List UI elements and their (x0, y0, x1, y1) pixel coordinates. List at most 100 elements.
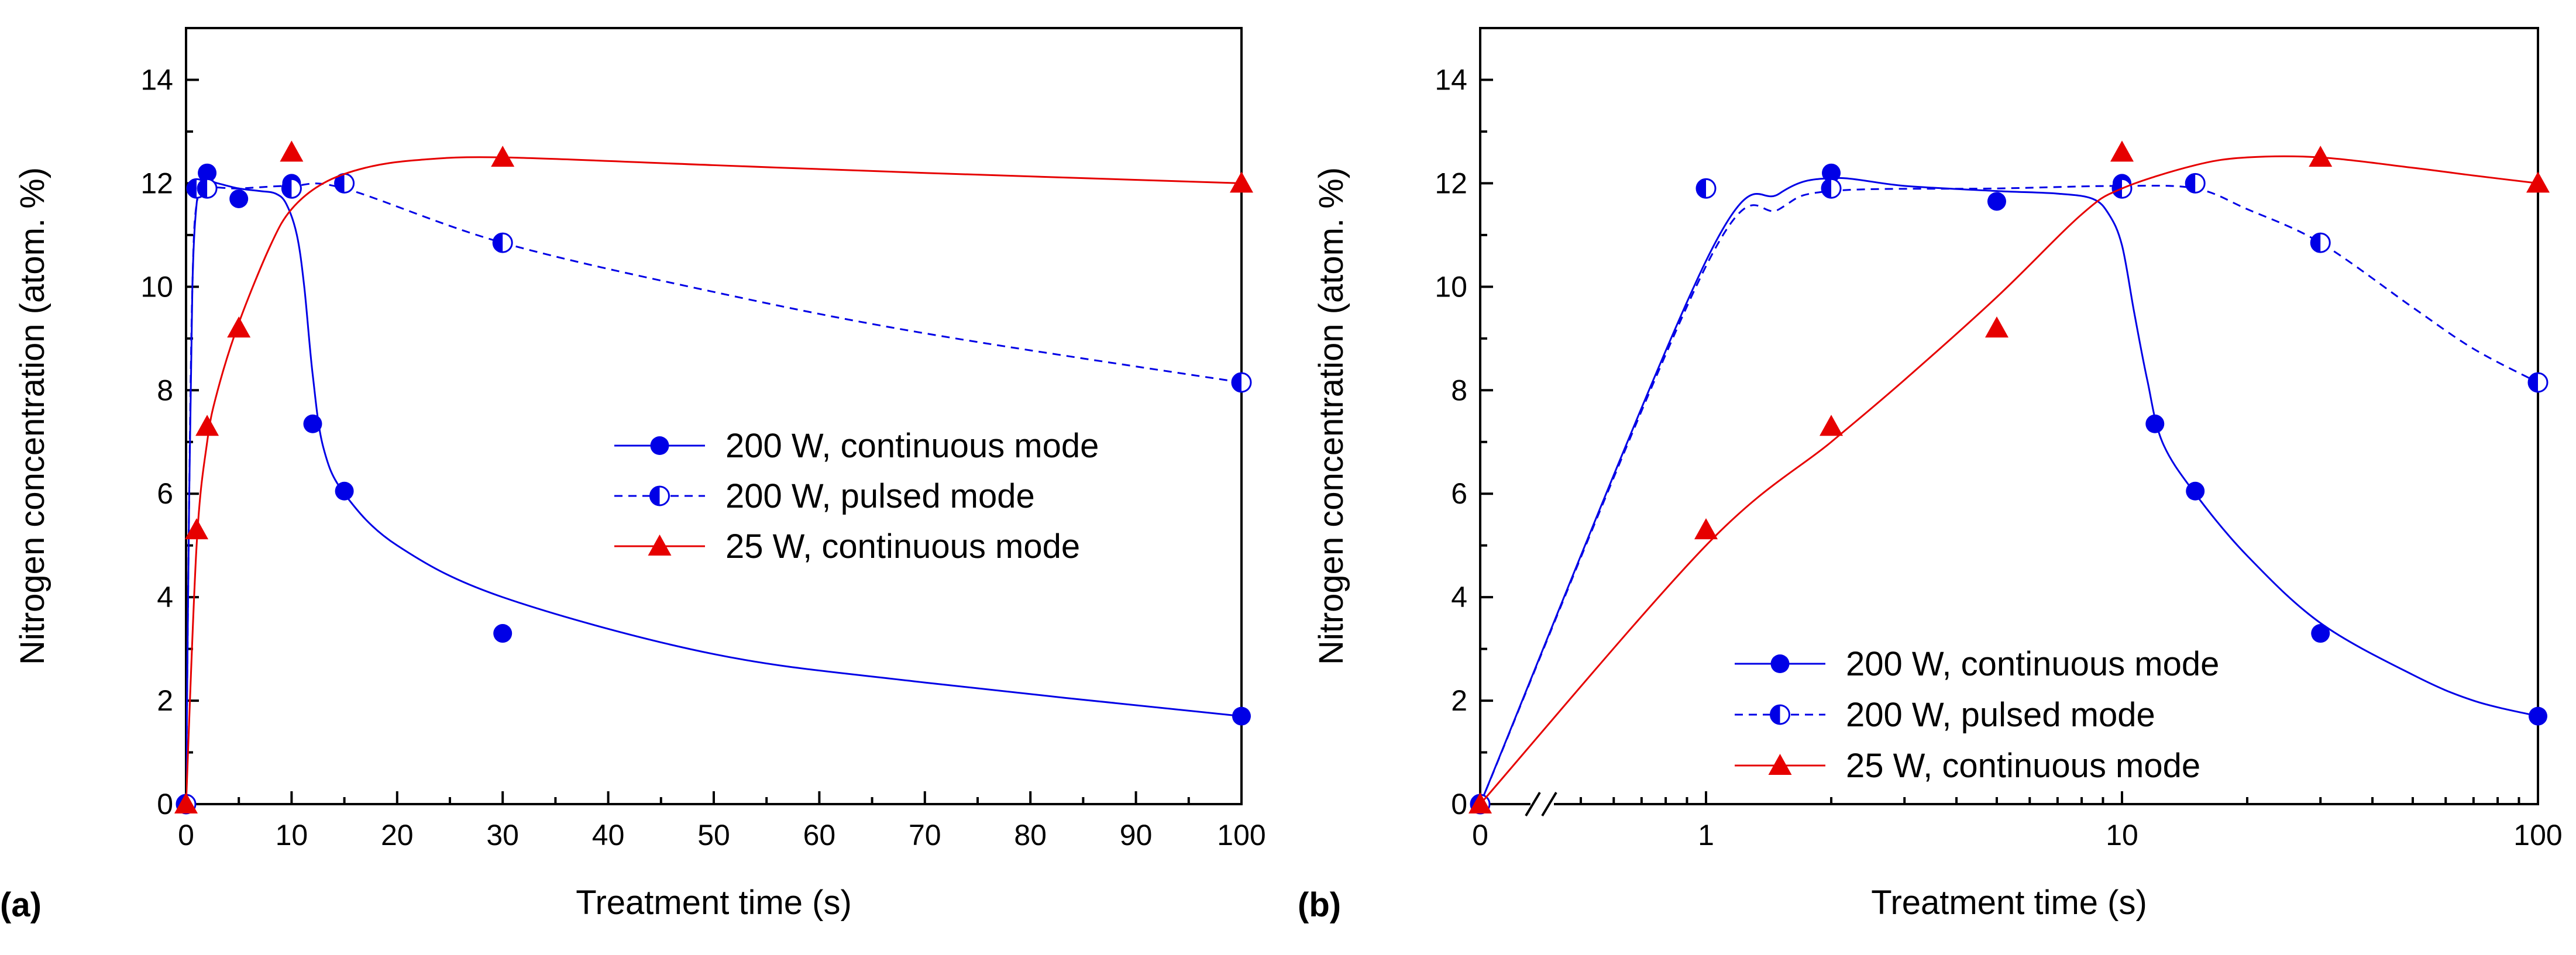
data-point (491, 146, 515, 167)
x-tick-label: 90 (1120, 819, 1153, 851)
axis-break-mark (1525, 791, 1541, 817)
data-point (2311, 624, 2330, 643)
legend-marker (1768, 754, 1792, 775)
x-tick-label: 10 (276, 819, 308, 851)
data-point (227, 316, 251, 338)
data-point (174, 792, 198, 813)
series-curve (1480, 155, 2538, 804)
data-point (1695, 178, 1717, 199)
legend-label: 25 W, continuous mode (1846, 747, 2200, 785)
x-tick-label: 80 (1014, 819, 1047, 851)
data-point (2186, 481, 2205, 501)
marker-half (1822, 179, 1832, 198)
data-point (1987, 192, 2006, 211)
data-point (1230, 171, 1253, 193)
data-point (197, 178, 218, 199)
data-point (229, 189, 249, 208)
axis-break-mark (1541, 791, 1557, 817)
marker-half (2311, 233, 2321, 253)
x-tick-label: 100 (1217, 819, 1265, 851)
y-tick-label: 0 (157, 788, 173, 820)
y-tick-label: 14 (1435, 63, 1467, 96)
x-axis-label: Treatment time (s) (576, 884, 852, 922)
legend-marker (648, 535, 672, 556)
plot-frame (185, 27, 1243, 805)
y-tick-label: 6 (157, 477, 173, 510)
plot-frame (1479, 27, 2539, 805)
y-tick-label: 2 (1451, 684, 1467, 717)
legend-marker (649, 485, 670, 506)
data-point (334, 173, 355, 194)
series-curve (1480, 177, 2538, 804)
data-point (1822, 163, 1841, 182)
legend-label: 200 W, continuous mode (725, 427, 1099, 465)
marker-half (1697, 179, 1706, 198)
marker-half (1232, 373, 1241, 392)
panel-label: (b) (1298, 886, 1341, 924)
x-tick-label: 10 (2106, 819, 2138, 851)
legend: 200 W, continuous mode 200 W, pulsed mode… (614, 427, 1099, 566)
data-point (303, 414, 322, 433)
legend-marker (1770, 704, 1790, 725)
data-point (2526, 171, 2550, 193)
data-point (2185, 173, 2206, 194)
data-point (195, 415, 219, 436)
legend-marker (650, 436, 669, 455)
legend-label: 200 W, continuous mode (1846, 645, 2219, 683)
marker-half (493, 233, 503, 253)
y-axis-label: Nitrogen concentration (atom. %) (13, 167, 51, 665)
data-point (493, 624, 513, 643)
data-point (280, 140, 304, 162)
y-tick-label: 14 (140, 63, 173, 96)
data-point (281, 178, 302, 199)
data-point (1821, 178, 1842, 199)
x-tick-label: 100 (2513, 819, 2562, 851)
data-point (2529, 706, 2547, 726)
y-tick-label: 8 (157, 374, 173, 406)
data-point (1232, 706, 1251, 726)
panel-b: 0 2 4 6 8 10 12 14 0 1 10 100 Treatment time (s) Nitr… (1298, 27, 2563, 924)
data-point (185, 518, 209, 540)
legend-label: 200 W, pulsed mode (725, 477, 1035, 515)
legend-label: 25 W, continuous mode (725, 528, 1080, 566)
y-tick-label: 10 (1435, 270, 1467, 303)
data-point (2145, 414, 2165, 433)
series-curve (186, 156, 1241, 804)
x-tick-label: 20 (381, 819, 414, 851)
data-point (1231, 372, 1252, 393)
y-tick-label: 8 (1451, 374, 1467, 406)
data-point (2309, 146, 2333, 167)
series-curve (186, 182, 1241, 804)
marker-half (650, 487, 660, 505)
panel-label: (a) (0, 886, 42, 924)
legend-label: 200 W, pulsed mode (1846, 696, 2155, 734)
series-curve (186, 180, 1241, 804)
data-point (2110, 140, 2134, 162)
marker-half (282, 179, 292, 198)
y-tick-label: 6 (1451, 477, 1467, 510)
data-point (2310, 232, 2331, 253)
y-tick-label: 2 (157, 684, 173, 717)
data-point (1468, 792, 1492, 813)
y-tick-label: 10 (140, 270, 173, 303)
x-tick-label: 0 (178, 819, 194, 851)
marker-half (187, 179, 197, 198)
x-tick-label: 1 (1698, 819, 1714, 851)
data-point (1694, 518, 1718, 540)
data-point (492, 232, 513, 253)
data-point (198, 163, 217, 182)
x-tick-label: 40 (592, 819, 625, 851)
series-curve (1480, 184, 2538, 804)
legend-marker (1770, 654, 1790, 673)
x-tick-label: 0 (1472, 819, 1488, 851)
y-axis-label: Nitrogen concentration (atom. %) (1312, 167, 1350, 665)
panel-a: 0 2 4 6 8 10 12 14 0 10 20 30 40 50 60 70 80 90 100 Treatme… (0, 27, 1266, 924)
x-tick-label: 50 (697, 819, 730, 851)
marker-half (2186, 174, 2196, 193)
y-tick-label: 12 (1435, 167, 1467, 199)
marker-half (335, 174, 345, 193)
data-point (335, 481, 354, 501)
x-axis-label: Treatment time (s) (1871, 884, 2147, 922)
marker-half (2529, 373, 2538, 392)
